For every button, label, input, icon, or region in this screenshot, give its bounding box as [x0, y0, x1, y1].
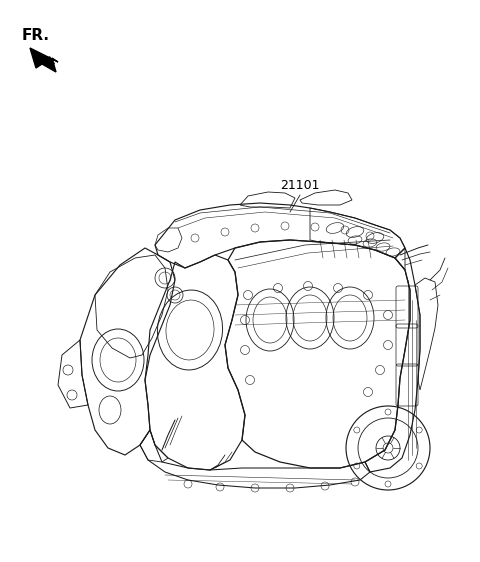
Polygon shape [30, 48, 58, 72]
FancyArrowPatch shape [33, 51, 54, 64]
Text: 21101: 21101 [280, 179, 320, 192]
Text: FR.: FR. [22, 28, 50, 43]
